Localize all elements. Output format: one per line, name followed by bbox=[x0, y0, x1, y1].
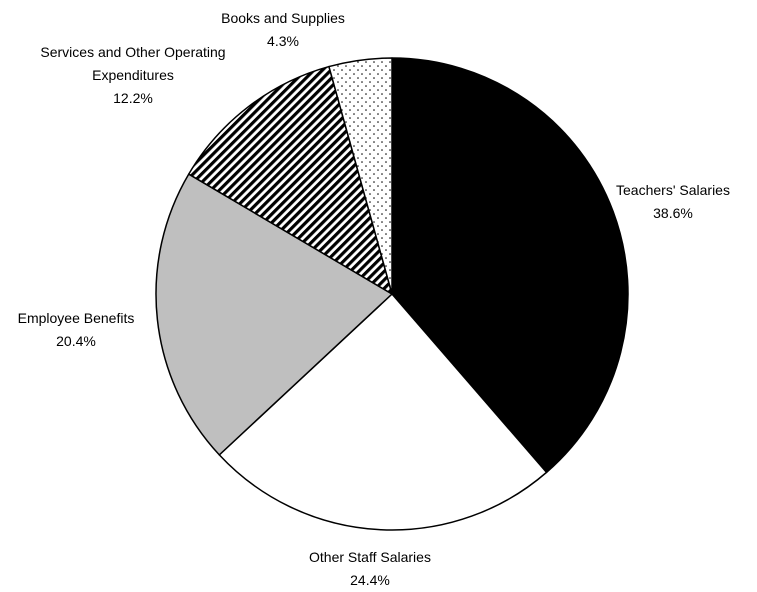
pie-slice bbox=[328, 57, 393, 295]
pie-slice bbox=[391, 57, 629, 474]
slice-label: Other Staff Salaries 24.4% bbox=[270, 546, 470, 592]
slice-label: Teachers' Salaries 38.6% bbox=[573, 179, 757, 225]
value-label: 12.2% bbox=[113, 90, 153, 106]
category-name: Employee Benefits bbox=[17, 310, 135, 326]
slice-label: Services and Other Operating Expenditure… bbox=[26, 41, 241, 110]
slice-label: Books and Supplies 4.3% bbox=[183, 7, 383, 53]
slice-label: Employee Benefits 20.4% bbox=[0, 307, 176, 353]
pie-slice bbox=[155, 173, 393, 456]
category-name: Other Staff Salaries bbox=[309, 549, 431, 565]
value-label: 4.3% bbox=[267, 33, 299, 49]
pie-slice bbox=[187, 65, 393, 295]
value-label: 20.4% bbox=[56, 333, 96, 349]
pie-slice bbox=[218, 293, 548, 531]
category-name: Services and Other Operating Expenditure… bbox=[40, 44, 226, 83]
category-name: Teachers' Salaries bbox=[616, 182, 730, 198]
value-label: 24.4% bbox=[350, 572, 390, 588]
category-name: Books and Supplies bbox=[221, 10, 345, 26]
value-label: 38.6% bbox=[653, 205, 693, 221]
